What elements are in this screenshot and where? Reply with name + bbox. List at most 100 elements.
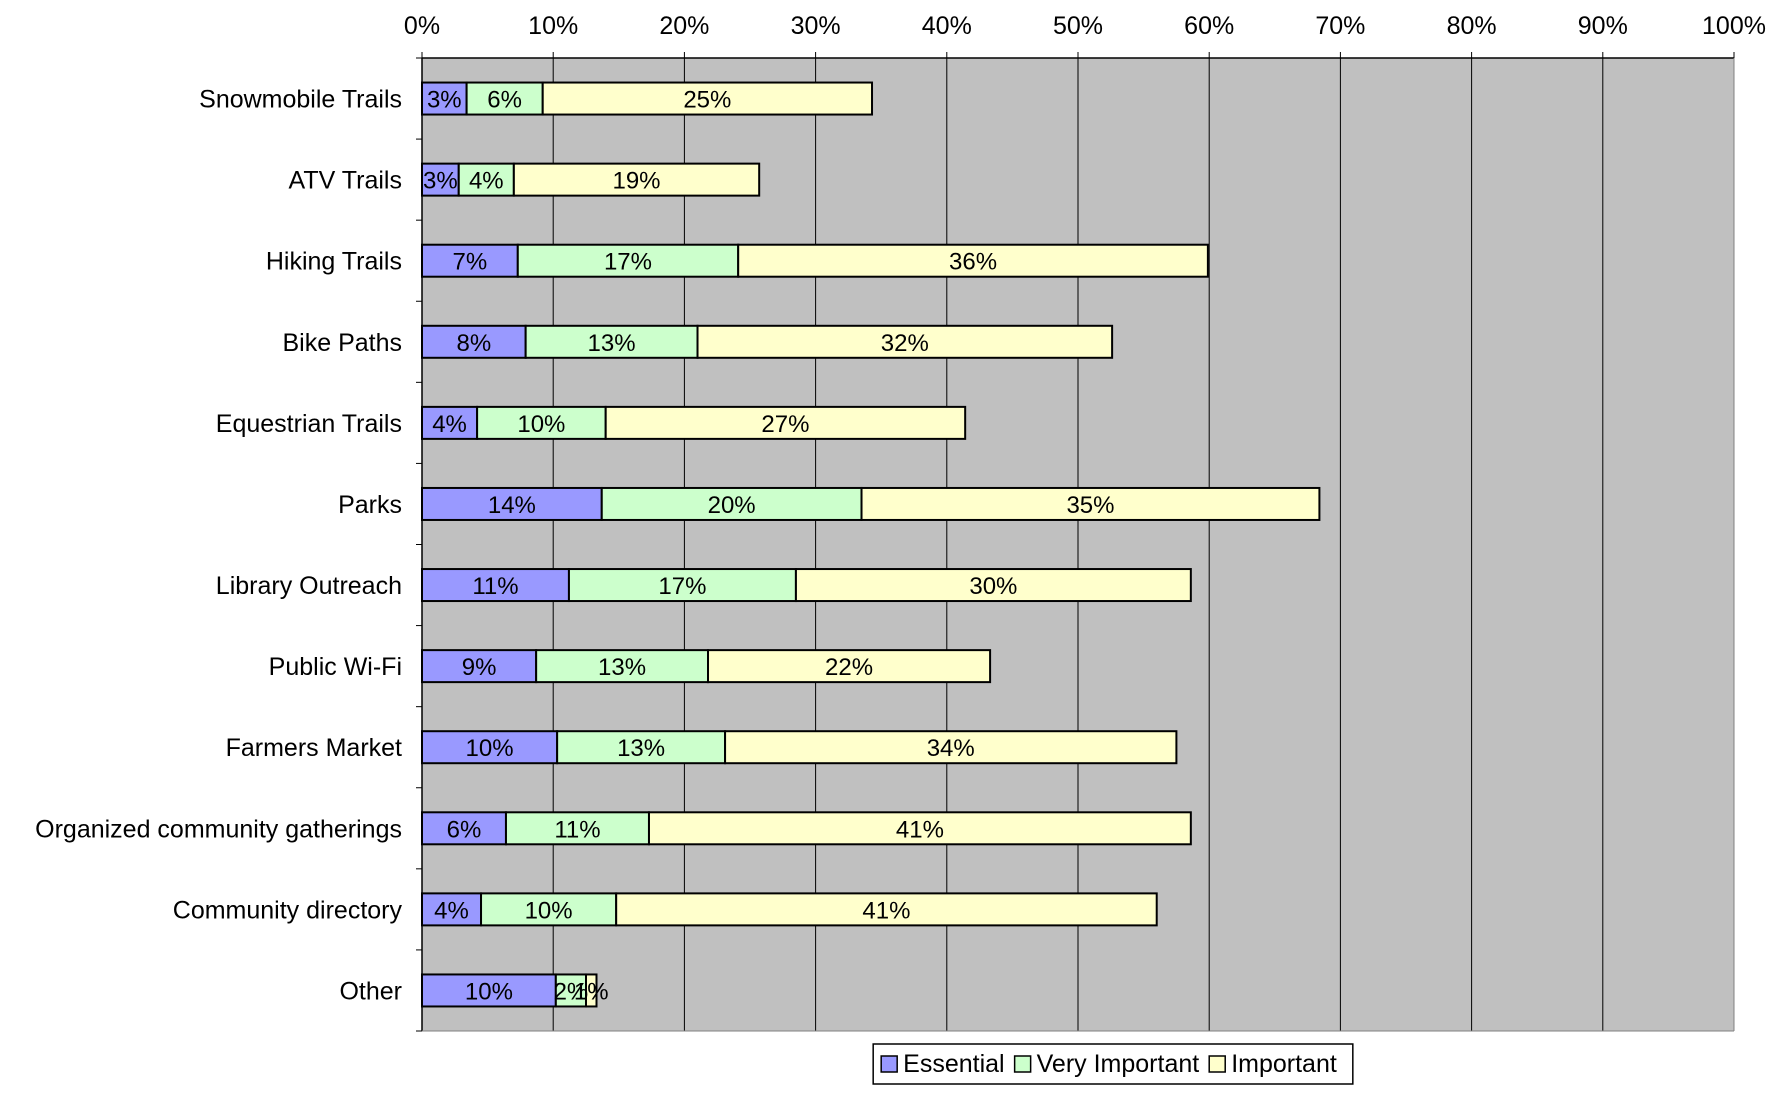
data-label: 6% xyxy=(487,87,522,114)
bar-segment xyxy=(707,649,992,684)
x-tick-label: 10% xyxy=(528,12,578,40)
data-label: 19% xyxy=(612,168,660,195)
legend-label: Essential xyxy=(903,1050,1004,1078)
category-labels: Snowmobile Trails ATV Trails Hiking Trails… xyxy=(35,86,402,1006)
category-label: Snowmobile Trails xyxy=(199,86,402,114)
x-tick-label: 60% xyxy=(1184,12,1234,40)
data-label: 9% xyxy=(462,654,497,681)
bar-segment xyxy=(457,162,515,197)
legend-label: Very Important xyxy=(1037,1050,1200,1078)
x-tick-label: 80% xyxy=(1447,12,1497,40)
data-label: 10% xyxy=(525,897,573,924)
x-tick-label: 50% xyxy=(1053,12,1103,40)
data-label: 17% xyxy=(658,573,706,600)
x-tick-label: 100% xyxy=(1702,12,1766,40)
bar-segment xyxy=(696,324,1114,359)
bar-segment xyxy=(615,892,1158,927)
bar-segment xyxy=(600,486,863,521)
legend-box xyxy=(872,1043,1354,1085)
bar-segment xyxy=(556,730,727,765)
x-tick-label: 0% xyxy=(404,12,440,40)
category-label: Other xyxy=(339,977,402,1005)
bar-segment xyxy=(647,811,1192,846)
category-label: Bike Paths xyxy=(282,329,402,357)
bar-segment xyxy=(512,162,761,197)
data-label: 20% xyxy=(708,492,756,519)
bar-segment xyxy=(504,811,650,846)
data-label: 10% xyxy=(466,735,514,762)
bar-segment xyxy=(476,405,607,440)
bar-segment xyxy=(421,649,538,684)
category-label: Community directory xyxy=(173,896,403,924)
bar-segment xyxy=(524,324,699,359)
bar-segment xyxy=(541,81,874,116)
data-label: 14% xyxy=(488,492,536,519)
data-label: 41% xyxy=(896,816,944,843)
category-label: Equestrian Trails xyxy=(216,410,402,438)
data-label: 11% xyxy=(472,573,518,600)
data-label: 7% xyxy=(453,249,488,276)
bars xyxy=(421,81,1321,1008)
data-label: 13% xyxy=(617,735,665,762)
data-label: 4% xyxy=(434,897,469,924)
x-axis-tick-labels: 0% 10% 20% 30% 40% 50% 60% 70% 80% 90% 100% xyxy=(404,12,1766,40)
data-label: 17% xyxy=(604,249,652,276)
x-tick-label: 70% xyxy=(1315,12,1365,40)
category-label: Organized community gatherings xyxy=(35,815,402,843)
data-label: 11% xyxy=(554,816,600,843)
axes xyxy=(416,52,1735,1032)
legend-swatch xyxy=(880,1055,898,1073)
data-label: 4% xyxy=(432,411,467,438)
data-label: 41% xyxy=(862,897,910,924)
bar-segment xyxy=(860,486,1321,521)
data-label: 4% xyxy=(469,168,504,195)
data-label: 6% xyxy=(447,816,482,843)
bar-segment xyxy=(535,649,710,684)
data-label: 34% xyxy=(927,735,975,762)
data-label: 22% xyxy=(825,654,873,681)
data-label: 13% xyxy=(598,654,646,681)
bar-segment xyxy=(421,243,519,278)
x-tick-label: 30% xyxy=(791,12,841,40)
data-label: 2% xyxy=(554,978,589,1005)
data-label: 3% xyxy=(427,87,462,114)
data-label: 8% xyxy=(456,330,491,357)
legend: Essential Very Important Important xyxy=(872,1043,1354,1085)
legend-swatch xyxy=(1208,1055,1226,1073)
bar-segment xyxy=(604,405,967,440)
legend-label: Important xyxy=(1231,1050,1337,1078)
bar-segment xyxy=(794,568,1192,603)
data-label: 10% xyxy=(517,411,565,438)
category-label: Hiking Trails xyxy=(266,248,402,276)
category-label: ATV Trails xyxy=(289,167,402,195)
data-label: 35% xyxy=(1066,492,1114,519)
data-label: 32% xyxy=(881,330,929,357)
data-label: 3% xyxy=(423,168,458,195)
bar-segment xyxy=(480,892,618,927)
x-tick-label: 20% xyxy=(659,12,709,40)
category-label: Library Outreach xyxy=(216,572,402,600)
bar-segment xyxy=(724,730,1178,765)
data-label: 25% xyxy=(683,87,731,114)
data-label: 13% xyxy=(588,330,636,357)
data-label: 30% xyxy=(969,573,1017,600)
category-label: Parks xyxy=(338,491,402,519)
legend-swatch xyxy=(1013,1055,1032,1073)
data-label: 27% xyxy=(761,411,809,438)
data-label: 36% xyxy=(949,249,997,276)
data-label: 10% xyxy=(465,978,513,1005)
bar-segment xyxy=(516,243,740,278)
bar-segment xyxy=(465,81,544,116)
category-label: Farmers Market xyxy=(226,734,402,762)
bar-segment xyxy=(421,892,483,927)
category-label: Public Wi-Fi xyxy=(269,653,402,681)
bar-segment xyxy=(421,405,479,440)
bar-segment xyxy=(554,973,587,1008)
x-tick-label: 90% xyxy=(1578,12,1628,40)
x-tick-label: 40% xyxy=(922,12,972,40)
data-labels: 3% 6% 25% 3% 4% 19% 7% 17% 36% 8% 13% 32% 4% 10% 27% 14… xyxy=(423,87,1114,1006)
data-label: 1% xyxy=(574,978,609,1005)
bar-segment xyxy=(585,973,598,1008)
